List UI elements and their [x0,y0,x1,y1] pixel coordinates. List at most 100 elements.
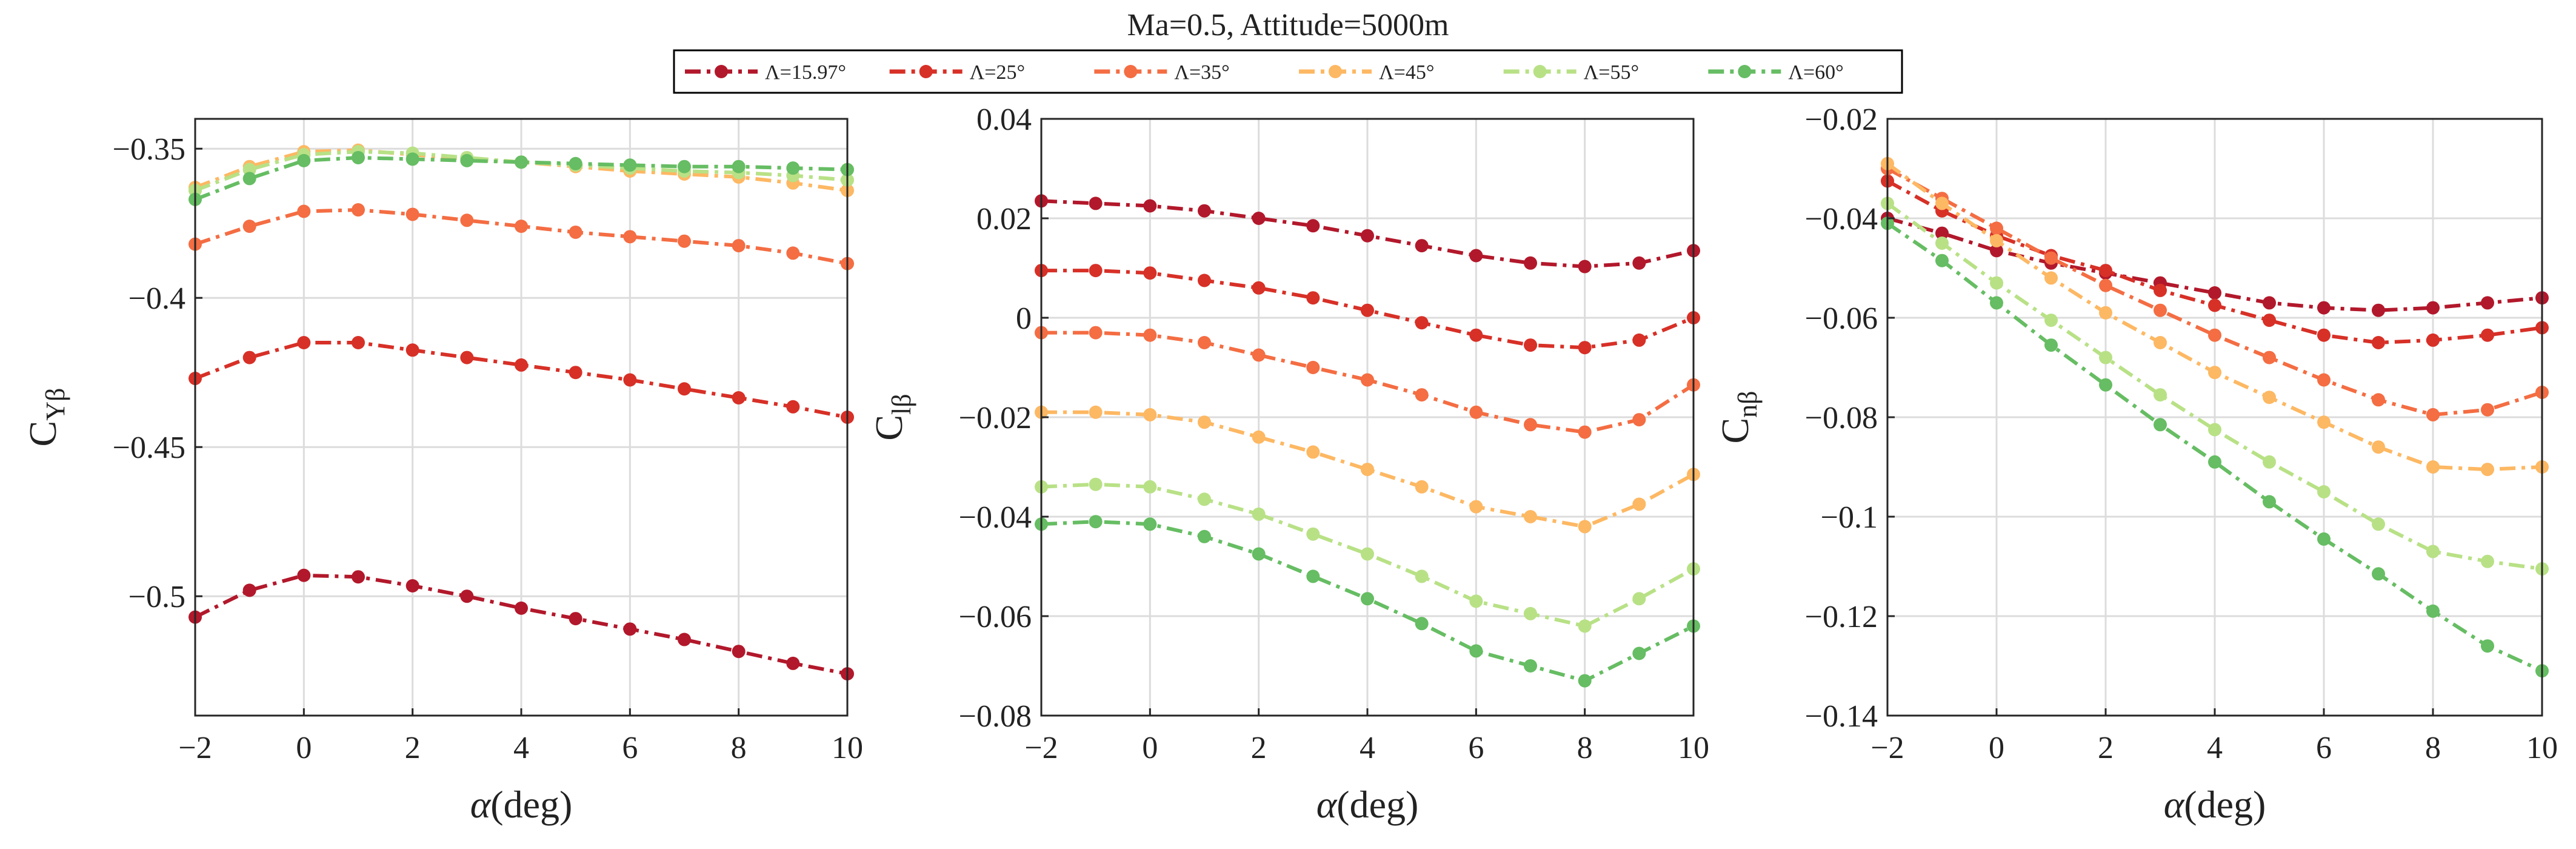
y-tick-label: −0.02 [1805,102,1878,137]
legend-label: Λ=55° [1584,61,1639,84]
data-point [2263,351,2276,364]
data-point [1935,253,1949,267]
data-point [1252,547,1266,561]
data-point [1143,266,1157,280]
data-point [678,234,691,248]
chart-panel-3: −2 0 2 4 6 8 10 −0.14 −0.12 −0.1 −0.08 −0.06 −0.04 −0… [1713,102,2558,826]
data-point [1306,445,1320,459]
data-point [1469,328,1483,342]
data-point [2426,333,2440,347]
data-point [1306,569,1320,583]
data-point [460,213,474,227]
x-axis-label: α(deg) [1316,783,1419,826]
y-tick-label: −0.06 [1805,301,1878,336]
x-tick-label: 4 [513,731,529,765]
chart-panels: −2 0 2 4 6 8 10 −0.5 −0.45 −0.4 −0.35 α(deg) CYβ −2 0 2… [21,102,2558,826]
data-point [786,400,800,414]
y-tick-label: −0.35 [113,132,185,167]
x-axis-label: α(deg) [2164,783,2266,826]
y-tick-label: 0.02 [976,202,1032,237]
data-point [1361,229,1374,243]
data-point [405,207,419,221]
data-point [405,152,419,166]
data-point [2263,455,2276,469]
y-tick-label: −0.12 [1805,600,1878,634]
data-point [1198,492,1211,506]
data-point [460,153,474,167]
data-point [2044,338,2058,352]
data-point [1361,303,1374,317]
data-point [1632,413,1646,427]
data-point [1415,316,1429,330]
data-point [1143,517,1157,531]
data-point [623,158,637,172]
data-point [623,230,637,244]
data-point [1632,333,1646,347]
data-point [2263,314,2276,327]
y-tick-label: −0.02 [959,401,1032,435]
data-point [1198,204,1211,218]
data-point [2481,639,2494,653]
data-point [1935,226,1949,240]
data-point [732,159,746,173]
y-axis-label: Cnβ [1713,391,1763,443]
data-point [678,633,691,646]
data-point [2044,251,2058,265]
legend-swatch-marker [1124,65,1138,78]
data-point [2426,460,2440,474]
y-tick-label: −0.14 [1805,699,1878,734]
data-point [2372,393,2385,407]
data-point [1578,341,1592,355]
chart-panel-1: −2 0 2 4 6 8 10 −0.5 −0.45 −0.4 −0.35 α(deg) CYβ [21,118,863,826]
data-point [1198,273,1211,287]
data-point [1361,592,1374,606]
data-point [405,579,419,592]
data-point [1306,291,1320,305]
data-point [1089,477,1103,491]
data-point [678,382,691,396]
data-point [297,336,311,349]
data-point [1632,256,1646,270]
data-point [1252,212,1266,225]
data-point [1252,507,1266,521]
y-tick-label: −0.08 [959,699,1032,734]
data-point [2208,328,2221,342]
data-point [2317,485,2331,498]
data-point [2154,336,2167,349]
data-point [242,583,256,597]
data-point [1143,480,1157,494]
data-point [2208,423,2221,437]
data-point [1415,480,1429,494]
data-point [2372,517,2385,531]
x-tick-label: 6 [622,731,638,765]
data-point [2154,418,2167,432]
data-point [1524,256,1537,270]
x-tick-label: 0 [296,731,312,765]
data-point [1578,674,1592,688]
data-point [2263,495,2276,509]
data-point [1306,361,1320,374]
x-tick-label: 2 [1251,731,1267,765]
legend-label: Λ=45° [1379,61,1434,84]
data-point [1415,569,1429,583]
y-tick-label: 0.04 [976,102,1032,137]
y-tick-label: −0.04 [959,500,1032,535]
data-point [242,172,256,186]
data-point [515,601,528,615]
data-point [1578,425,1592,439]
x-tick-label: 10 [2526,731,2558,765]
data-point [2154,388,2167,402]
data-point [2317,328,2331,342]
data-point [569,366,582,380]
data-point [1524,338,1537,352]
data-point [352,150,365,164]
x-tick-label: 2 [405,731,421,765]
data-point [1578,260,1592,273]
data-point [297,568,311,582]
data-point [297,153,311,167]
data-point [732,239,746,253]
data-point [569,225,582,239]
data-point [1361,547,1374,561]
data-point [2263,296,2276,310]
y-tick-label: 0 [1016,301,1032,336]
